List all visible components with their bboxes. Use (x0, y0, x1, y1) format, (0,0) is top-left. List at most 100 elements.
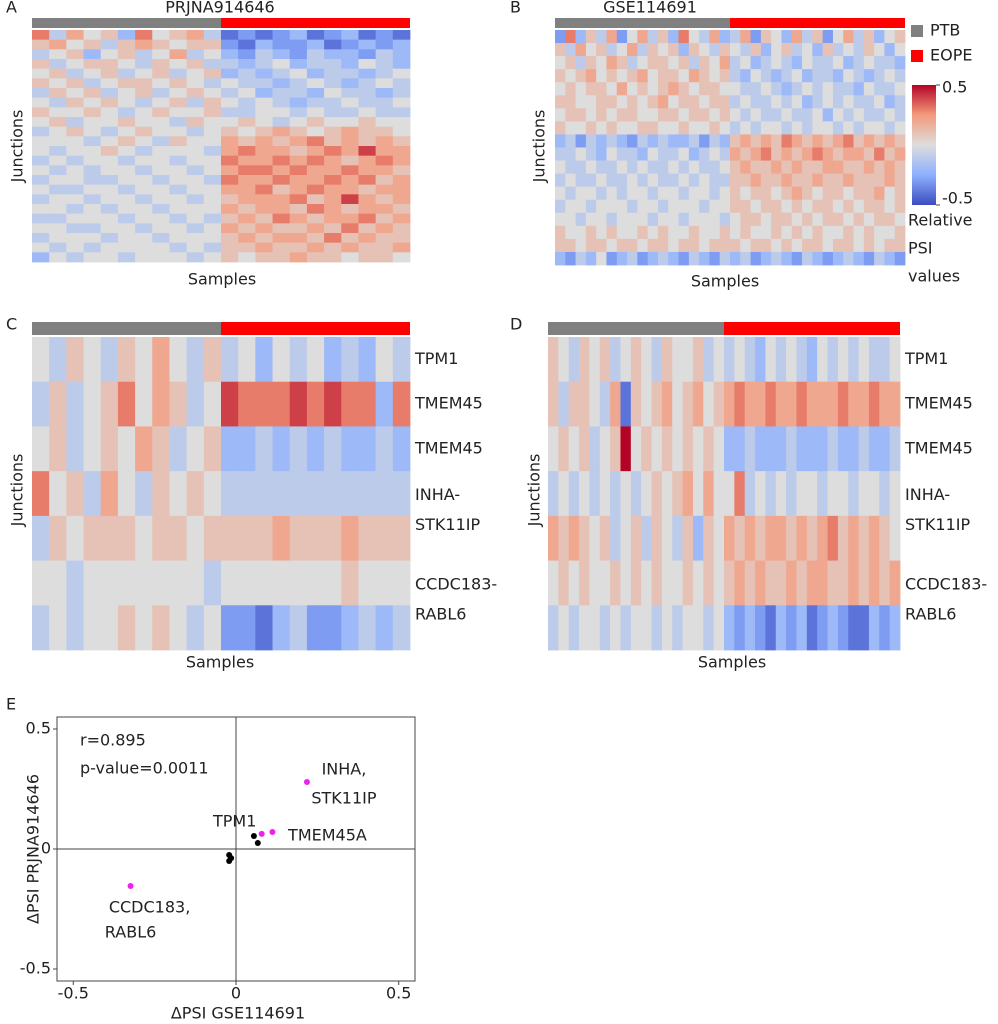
cell (734, 471, 746, 517)
cell (853, 30, 865, 44)
cell (760, 82, 772, 96)
cell (575, 82, 587, 96)
cell (889, 337, 901, 383)
cell (781, 134, 793, 148)
cell (135, 107, 153, 118)
cell (630, 605, 642, 651)
cell (152, 337, 170, 383)
cell (375, 117, 394, 128)
cell (238, 242, 256, 253)
cell (796, 426, 808, 472)
cell (585, 238, 597, 253)
cell (843, 30, 854, 44)
cell (874, 160, 885, 175)
cell (32, 213, 50, 224)
cell (152, 194, 170, 205)
cell (324, 155, 342, 166)
cell (555, 147, 566, 161)
cell (49, 426, 67, 472)
cell (135, 337, 153, 383)
cell (255, 117, 273, 128)
cell (596, 173, 607, 188)
cell (606, 30, 618, 44)
cell (781, 238, 793, 253)
cell (358, 252, 377, 263)
cell (879, 471, 891, 517)
cell (760, 108, 772, 122)
cell (620, 381, 632, 427)
cell (555, 173, 566, 188)
cell (66, 30, 84, 41)
cell (647, 238, 659, 253)
cell (203, 39, 222, 50)
cell (688, 186, 700, 201)
cell (358, 155, 377, 166)
cell (657, 95, 669, 109)
point-label: INHA, (322, 760, 367, 779)
cell (238, 337, 256, 383)
cell (66, 213, 84, 224)
cell (771, 95, 782, 109)
cell (750, 147, 762, 161)
cell (771, 56, 782, 70)
cell (341, 426, 359, 472)
cell (863, 134, 875, 148)
cell (668, 30, 679, 44)
cell (117, 155, 136, 166)
cell (868, 337, 880, 383)
cell (221, 136, 239, 147)
cell (668, 121, 679, 135)
cell (637, 225, 649, 240)
cell (750, 30, 762, 44)
cell (802, 199, 813, 214)
cell (596, 134, 607, 148)
cell (719, 56, 731, 70)
cell (66, 242, 84, 253)
cell (812, 30, 824, 44)
cell (324, 107, 342, 118)
cell (186, 213, 205, 224)
cell (678, 56, 690, 70)
cell (341, 213, 359, 224)
cell (863, 30, 875, 44)
cell (657, 173, 669, 188)
cell (392, 49, 411, 60)
cell (392, 213, 411, 224)
colorbar-label: values (908, 267, 960, 286)
cell (32, 117, 50, 128)
cell (255, 605, 273, 651)
cell (771, 238, 782, 253)
cell (255, 213, 273, 224)
cell (699, 199, 710, 214)
cell (221, 426, 239, 472)
cell (791, 160, 803, 175)
cell (49, 107, 67, 118)
cell (358, 233, 377, 244)
cell (692, 337, 704, 383)
cell (637, 147, 649, 161)
group-bar (548, 322, 724, 335)
cell (863, 121, 875, 135)
cell (641, 471, 652, 517)
cell (585, 199, 597, 214)
cell (585, 95, 597, 109)
cell (863, 82, 875, 96)
cell (637, 108, 649, 122)
cell (709, 134, 721, 148)
cell (221, 88, 239, 99)
cell (668, 238, 679, 253)
cell (651, 381, 663, 427)
cell (203, 233, 222, 244)
cell (341, 88, 359, 99)
cell (627, 108, 638, 122)
cell (555, 134, 566, 148)
cell (83, 515, 102, 561)
colorbar-label: PSI (908, 239, 933, 258)
cell (796, 560, 808, 606)
cell (558, 381, 570, 427)
point-label: RABL6 (105, 922, 156, 941)
cell (272, 49, 291, 60)
cell (812, 134, 824, 148)
cell (863, 43, 875, 57)
cell (203, 204, 222, 215)
